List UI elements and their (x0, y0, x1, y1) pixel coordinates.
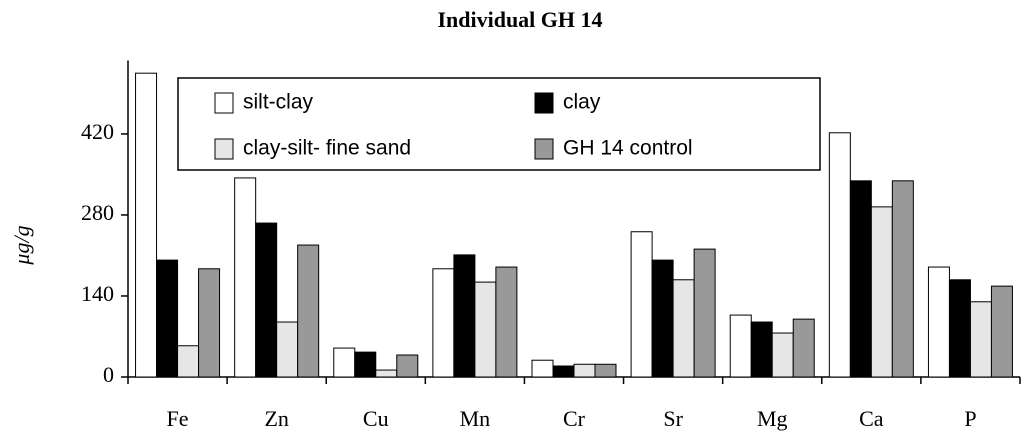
bar (750, 321, 773, 378)
bar (990, 285, 1013, 378)
x-tick-label: Mn (460, 406, 491, 431)
bar (573, 363, 596, 378)
bar (849, 180, 872, 378)
bar (771, 332, 794, 378)
bar (135, 72, 158, 378)
bar (255, 222, 278, 378)
bar (693, 248, 716, 378)
x-tick-label: Mg (757, 406, 788, 431)
bar (672, 279, 695, 378)
y-tick-label: 0 (103, 362, 114, 387)
bar (828, 132, 851, 378)
bar (729, 314, 752, 378)
x-tick-label: Ca (859, 406, 884, 431)
bar (396, 354, 419, 378)
bar (333, 347, 356, 378)
legend-label: GH 14 control (563, 137, 693, 160)
bar (594, 363, 617, 378)
bar (651, 259, 674, 378)
y-tick-label: 420 (81, 119, 114, 144)
bar (432, 268, 455, 378)
bar (969, 301, 992, 378)
legend-label: clay-silt- fine sand (243, 137, 411, 160)
x-tick-label: Fe (167, 406, 189, 431)
x-tick-label: Cr (563, 406, 586, 431)
legend-swatch (214, 138, 234, 160)
bar (453, 254, 476, 378)
bar (354, 351, 377, 378)
legend-label: silt-clay (243, 91, 314, 114)
x-tick-label: Zn (264, 406, 288, 431)
x-tick-label: Sr (663, 406, 683, 431)
bar (375, 369, 398, 378)
legend-swatch (534, 92, 554, 114)
bar (297, 244, 320, 378)
bar (276, 321, 299, 378)
bar (870, 206, 893, 378)
bar (177, 345, 200, 378)
x-tick-label: P (964, 406, 976, 431)
bar (792, 318, 815, 378)
bar (891, 180, 914, 378)
bar (948, 279, 971, 378)
bar (495, 266, 518, 378)
bar (531, 359, 554, 378)
y-tick-label: 280 (81, 200, 114, 225)
bar (234, 177, 257, 378)
bar (927, 266, 950, 378)
x-tick-label: Cu (363, 406, 389, 431)
chart-title: Individual GH 14 (437, 7, 602, 32)
y-tick-label: 140 (81, 281, 114, 306)
legend-swatch (214, 92, 234, 114)
bar (156, 259, 179, 378)
bar (552, 365, 575, 378)
bar (630, 231, 653, 378)
legend-label: clay (563, 91, 601, 114)
bar (198, 268, 221, 378)
legend-box (177, 77, 821, 171)
legend-swatch (534, 138, 554, 160)
bar (474, 281, 497, 378)
y-axis-label: μg/g (9, 225, 34, 265)
